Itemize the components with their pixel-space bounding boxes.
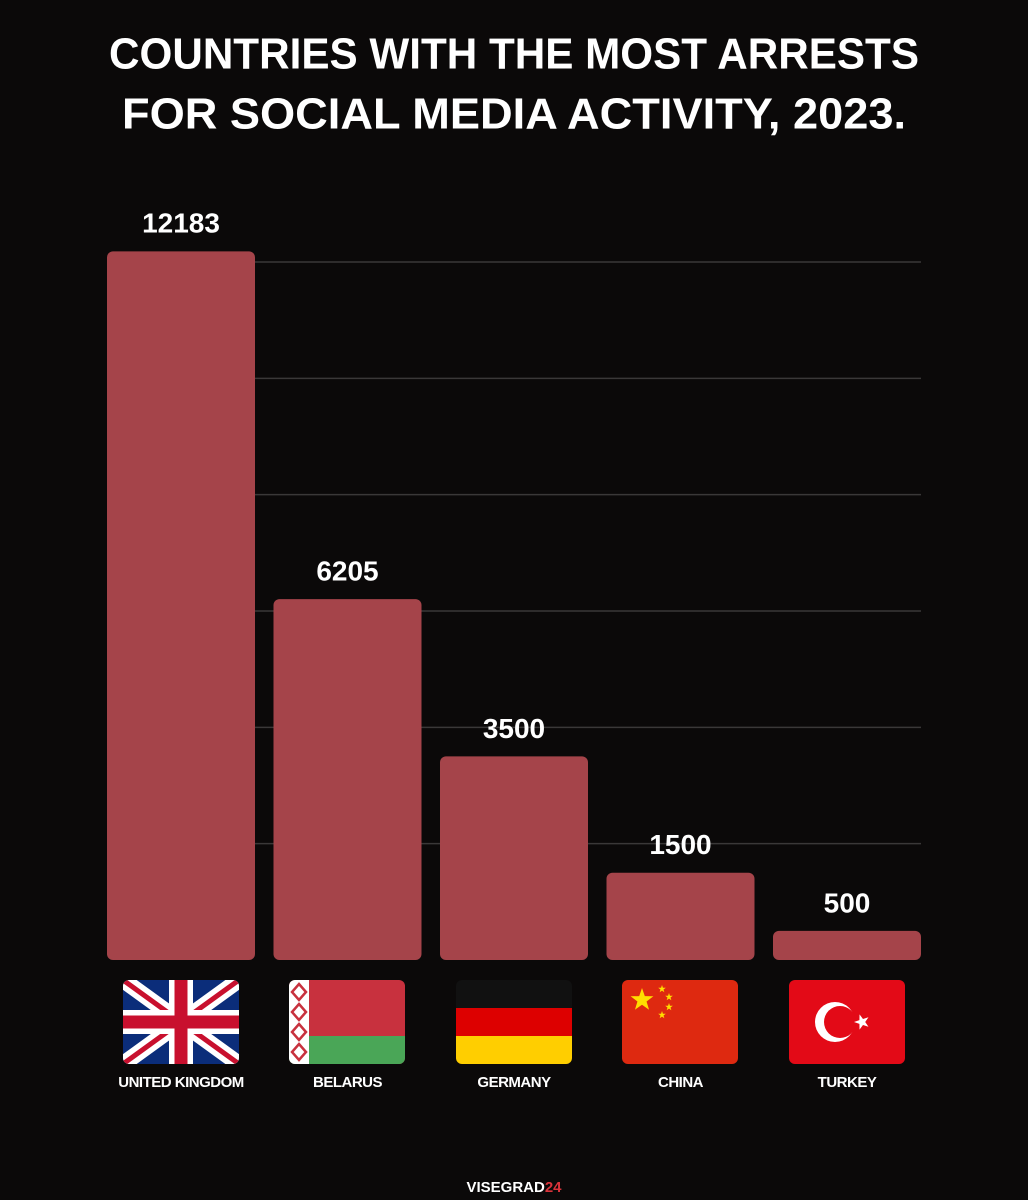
x-tick-label: GERMANY xyxy=(477,1074,551,1091)
x-tick-label: UNITED KINGDOM xyxy=(118,1074,244,1091)
x-tick-label: CHINA xyxy=(658,1074,704,1091)
value-label: 1500 xyxy=(649,829,711,860)
value-label: 6205 xyxy=(316,555,378,586)
bar xyxy=(773,930,921,960)
chart-title: FOR SOCIAL MEDIA ACTIVITY, 2023. xyxy=(122,90,906,139)
chart-title: COUNTRIES WITH THE MOST ARRESTS xyxy=(109,30,919,79)
bar xyxy=(107,251,255,961)
x-tick-label: TURKEY xyxy=(818,1074,877,1091)
value-label: 12183 xyxy=(142,208,220,239)
bar xyxy=(440,756,588,960)
flag-turkey xyxy=(789,980,905,1064)
value-label: 3500 xyxy=(483,713,545,744)
flag-germany xyxy=(456,980,572,1064)
source: VISEGRAD24 xyxy=(466,1179,562,1196)
flag-uk xyxy=(123,980,239,1064)
flag-china xyxy=(622,980,738,1064)
source-number: 24 xyxy=(545,1179,562,1196)
x-tick-label: BELARUS xyxy=(313,1074,382,1091)
flag-belarus xyxy=(289,980,405,1064)
bar xyxy=(606,872,755,960)
bars: 12183 6205 3500 1500 500 xyxy=(107,208,921,961)
source-name: VISEGRAD xyxy=(466,1179,545,1196)
value-label: 500 xyxy=(824,887,871,918)
bar xyxy=(273,599,422,960)
